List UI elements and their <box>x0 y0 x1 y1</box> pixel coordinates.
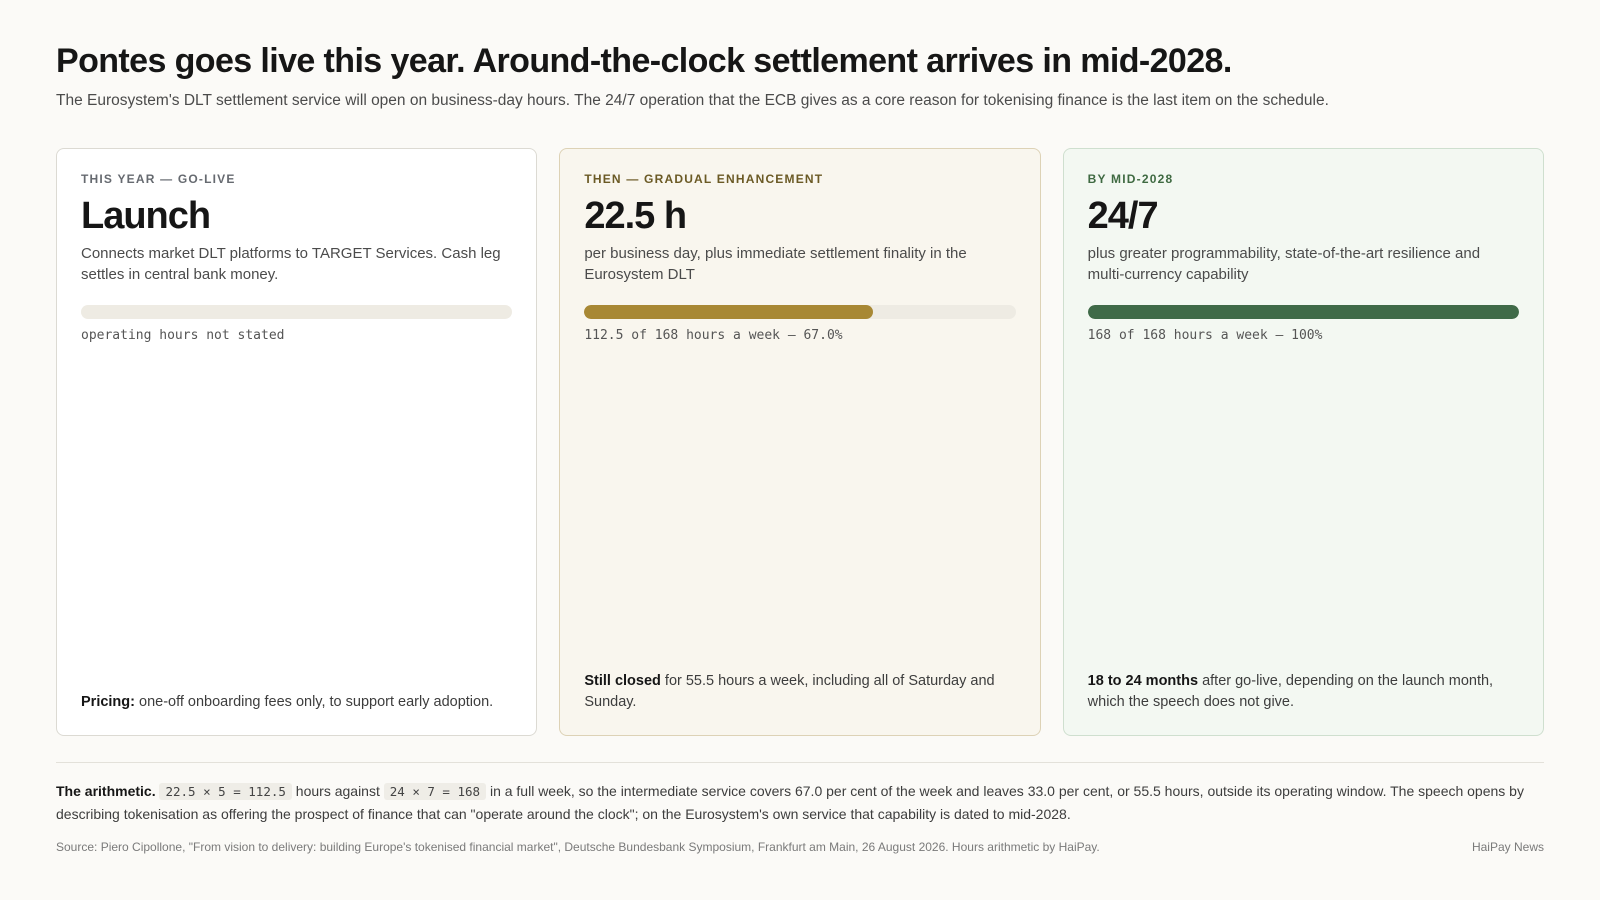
page: Pontes goes live this year. Around-the-c… <box>56 40 1544 854</box>
card-footnote: Still closed for 55.5 hours a week, incl… <box>584 671 1015 713</box>
timeline-cards: THIS YEAR — GO-LIVE Launch Connects mark… <box>56 148 1544 736</box>
arithmetic-formula-week: 24 × 7 = 168 <box>383 783 487 800</box>
card-gradual-enhancement: THEN — GRADUAL ENHANCEMENT 22.5 h per bu… <box>559 148 1041 736</box>
card-description: Connects market DLT platforms to TARGET … <box>81 245 501 283</box>
brand-credit: HaiPay News <box>1471 840 1544 854</box>
coverage-bar <box>584 305 1016 319</box>
card-mid-2028: BY MID-2028 24/7 plus greater programmab… <box>1062 148 1544 736</box>
card-footnote: 18 to 24 months after go-live, depending… <box>1088 671 1519 713</box>
coverage-bar <box>1087 305 1519 319</box>
footnote-text: one-off onboarding fees only, to support… <box>134 694 494 710</box>
coverage-bar <box>81 305 513 319</box>
arithmetic-note: The arithmetic. 22.5 × 5 = 112.5 hours a… <box>56 780 1544 825</box>
card-footnote: Pricing: one-off onboarding fees only, t… <box>81 692 512 713</box>
footnote-bold: Still closed <box>584 673 661 689</box>
arithmetic-text: hours against <box>291 783 384 799</box>
card-headline-value: 24/7 <box>1087 195 1159 237</box>
coverage-bar-fill <box>584 305 874 319</box>
footnote-bold: 18 to 24 months <box>1087 673 1199 689</box>
coverage-bar-fill <box>1087 305 1519 319</box>
card-description: per business day, plus immediate settlem… <box>584 245 967 283</box>
divider <box>56 762 1544 763</box>
footnote-text: for 55.5 hours a week, including all of … <box>584 673 995 710</box>
card-description: plus greater programmability, state-of-t… <box>1087 245 1481 283</box>
coverage-caption: 112.5 of 168 hours a week — 67.0% <box>584 328 843 343</box>
arithmetic-label: The arithmetic. <box>56 783 156 799</box>
page-subtitle: The Eurosystem's DLT settlement service … <box>56 92 1329 109</box>
arithmetic-formula-weekday: 22.5 × 5 = 112.5 <box>159 783 292 800</box>
card-headline-value: Launch <box>81 195 211 237</box>
arithmetic-text: in a full week, so the intermediate serv… <box>56 783 1524 822</box>
footnote-text: after go-live, depending on the launch m… <box>1087 673 1494 710</box>
card-headline-value: 22.5 h <box>584 195 687 237</box>
source-line: Source: Piero Cipollone, "From vision to… <box>56 839 1544 855</box>
page-title: Pontes goes live this year. Around-the-c… <box>56 42 1232 80</box>
card-eyebrow: THEN — GRADUAL ENHANCEMENT <box>584 172 824 186</box>
card-go-live: THIS YEAR — GO-LIVE Launch Connects mark… <box>56 148 538 736</box>
coverage-caption: 168 of 168 hours a week — 100% <box>1087 328 1323 343</box>
source-citation: Source: Piero Cipollone, "From vision to… <box>56 840 1100 854</box>
coverage-caption: operating hours not stated <box>81 328 285 343</box>
footnote-bold: Pricing: <box>81 694 135 710</box>
card-eyebrow: BY MID-2028 <box>1087 172 1174 186</box>
card-eyebrow: THIS YEAR — GO-LIVE <box>81 172 236 186</box>
